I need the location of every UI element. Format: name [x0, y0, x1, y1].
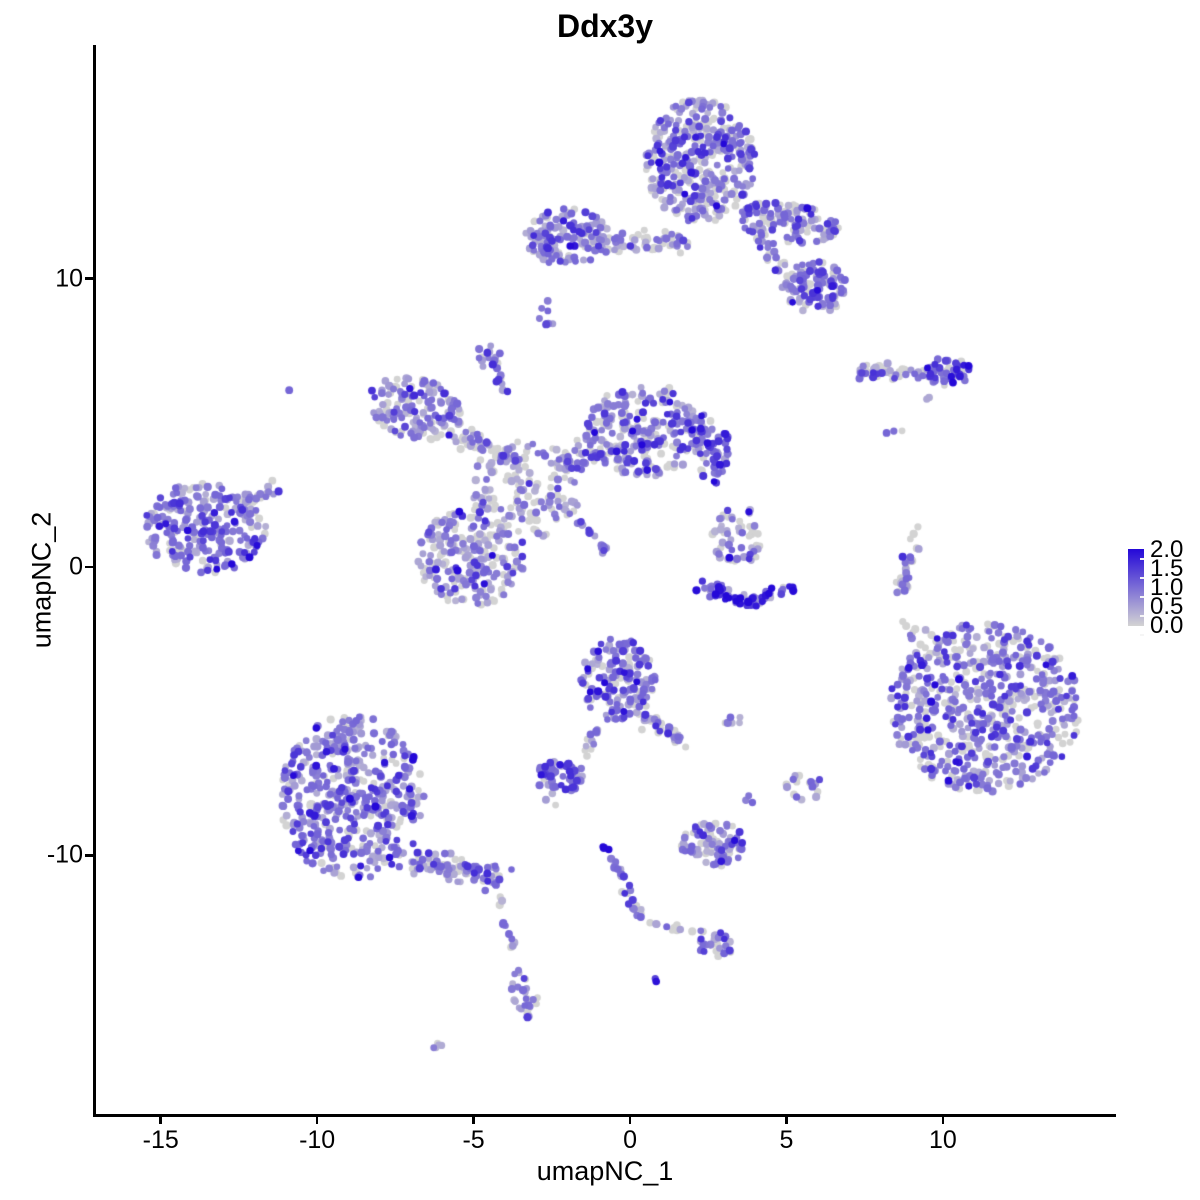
- legend-label: 0.0: [1150, 612, 1184, 639]
- x-tick-mark: [315, 1116, 319, 1124]
- y-axis-title: umapNC_2: [26, 511, 57, 649]
- y-tick-mark: [85, 277, 93, 280]
- legend-label: 1.5: [1150, 555, 1184, 582]
- umap-scatter-canvas: [95, 45, 1115, 1115]
- legend-tick: [1140, 557, 1144, 560]
- legend-label: 2.0: [1150, 536, 1184, 563]
- legend-tick: [1140, 595, 1144, 598]
- x-tick-label: 10: [929, 1126, 957, 1154]
- y-tick-label: 10: [55, 264, 83, 293]
- y-tick-mark: [85, 854, 93, 857]
- x-tick-label: 5: [779, 1126, 794, 1154]
- x-tick-label: 0: [623, 1126, 637, 1154]
- y-tick-mark: [85, 565, 93, 569]
- x-tick-label: -5: [462, 1126, 485, 1154]
- x-tick-mark: [941, 1116, 945, 1124]
- legend-tick: [1140, 633, 1144, 636]
- x-axis-line: [93, 1114, 1116, 1117]
- legend-labels: 2.0 1.5 1.0 0.5 0.0: [1150, 536, 1184, 639]
- x-tick-mark: [785, 1116, 788, 1124]
- legend-label: 0.5: [1150, 593, 1184, 620]
- legend-gradient-bar: [1128, 549, 1144, 626]
- x-tick-mark: [628, 1116, 632, 1124]
- legend-tick: [1140, 576, 1144, 579]
- legend-label: 1.0: [1150, 574, 1184, 601]
- legend-tick: [1140, 614, 1144, 617]
- y-tick-label: 0: [69, 552, 83, 581]
- y-tick-label: -10: [46, 840, 83, 869]
- x-tick-label: -10: [299, 1126, 336, 1154]
- x-tick-label: -15: [142, 1126, 179, 1154]
- x-tick-mark: [472, 1116, 475, 1124]
- x-tick-mark: [159, 1116, 162, 1124]
- plot-title: Ddx3y: [556, 8, 654, 44]
- y-axis-line: [93, 45, 96, 1117]
- x-axis-title: umapNC_1: [536, 1156, 674, 1186]
